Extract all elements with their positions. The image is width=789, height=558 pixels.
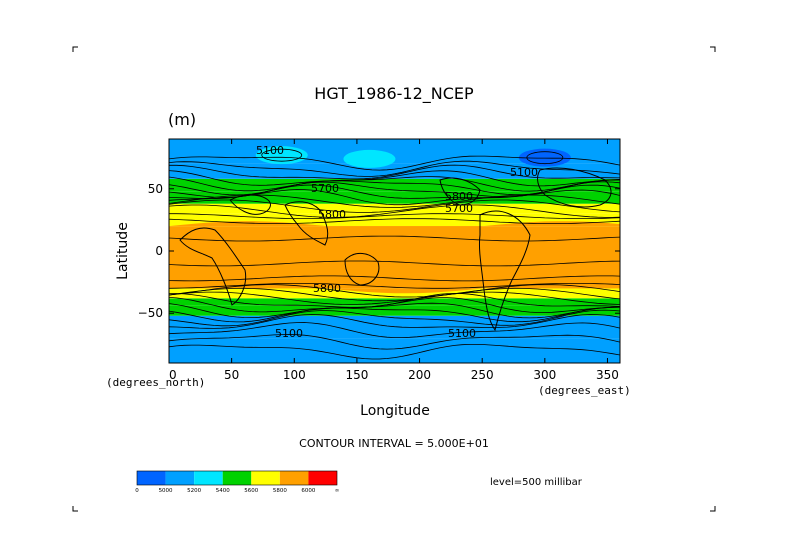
- x-tick-label: 300: [533, 368, 556, 382]
- contour-interval-text: CONTOUR INTERVAL = 5.000E+01: [299, 437, 489, 450]
- colorbar-swatch: [279, 471, 309, 485]
- units-label: (m): [168, 110, 196, 129]
- level-text: level=500 millibar: [490, 477, 583, 488]
- y-units-label: (degrees_north): [106, 376, 205, 389]
- contour-label: 5700: [311, 182, 339, 195]
- contour-line: [169, 283, 620, 289]
- contour-line: [169, 322, 620, 338]
- colorbar-swatch: [165, 471, 195, 485]
- contour-line: [169, 297, 620, 313]
- chart-title: HGT_1986-12_NCEP: [314, 84, 474, 104]
- contour-line: [169, 189, 620, 206]
- x-tick-label: 150: [345, 368, 368, 382]
- lat-band: [169, 178, 620, 192]
- colorbar-swatch: [137, 471, 166, 485]
- x-tick-label: 200: [408, 368, 431, 382]
- contour-line: [169, 302, 620, 319]
- contour-label: 5100: [256, 144, 284, 157]
- latitude-bands: [169, 139, 620, 363]
- contour-line: [169, 160, 620, 177]
- lat-band: [169, 288, 620, 299]
- contour-label: 5800: [318, 208, 346, 221]
- x-axis-ticks: 0 50 100 150 200 250 300 350: [168, 139, 619, 382]
- contour-label: 5100: [275, 327, 303, 340]
- x-units-label: (degrees_east): [538, 384, 631, 397]
- contour-line: [169, 344, 620, 360]
- contour-label: 5800: [445, 190, 473, 203]
- contour-line: [169, 334, 620, 350]
- contour-line: [169, 199, 620, 213]
- corner-marks: [72, 46, 716, 512]
- contour-line: [169, 155, 620, 171]
- lat-band: [169, 203, 620, 214]
- contour-line: [169, 235, 620, 242]
- contour-label: 5100: [448, 327, 476, 340]
- y-axis-ticks: 50 0 −50: [138, 182, 620, 320]
- colorbar-label: 0: [135, 488, 139, 494]
- contour-line: [261, 148, 303, 162]
- contour-line: [169, 213, 620, 219]
- contour-line: [169, 275, 620, 282]
- contour-line: [169, 170, 620, 187]
- colorbar-swatch: [308, 471, 337, 485]
- colorbar-swatch: [251, 471, 280, 485]
- contour-line: [169, 218, 620, 224]
- contour-line: [169, 306, 620, 323]
- contour-lines: [169, 148, 620, 360]
- contour-label: 5800: [313, 282, 341, 295]
- colorbar-label: 5000: [159, 488, 173, 494]
- contour-line: [169, 314, 620, 329]
- x-tick-label: 50: [224, 368, 239, 382]
- contour-line: [169, 204, 620, 218]
- x-tick-label: 0: [169, 368, 177, 382]
- colorbar-swatch: [194, 471, 223, 485]
- y-tick-label: 50: [148, 182, 163, 196]
- x-tick-label: 100: [283, 368, 306, 382]
- band-edge: [169, 283, 620, 294]
- colorbar-label: 5600: [244, 488, 258, 494]
- colorbar-swatch: [222, 471, 252, 485]
- lat-band: [169, 298, 620, 306]
- contour-line: [169, 176, 620, 192]
- x-axis-label: Longitude: [360, 403, 430, 419]
- contour-line: [169, 291, 620, 305]
- colorbar-label: 5400: [216, 488, 230, 494]
- contour-line: [169, 260, 620, 267]
- contour-label: 5700: [445, 202, 473, 215]
- colorbar-label: 6000: [301, 488, 315, 494]
- x-tick-label: 350: [596, 368, 619, 382]
- x-tick-label: 250: [471, 368, 494, 382]
- colorbar-label: 5200: [187, 488, 201, 494]
- colorbar-label: ∞: [335, 488, 340, 494]
- contour-label: 5100: [510, 166, 538, 179]
- arctic-high-2: [343, 149, 396, 168]
- y-tick-label: −50: [138, 306, 163, 320]
- contour-line: [169, 194, 620, 208]
- y-tick-label: 0: [155, 244, 163, 258]
- colorbar: 0 5000 5200 5400 5600 5800 6000 ∞: [135, 470, 340, 494]
- contour-line: [169, 164, 620, 180]
- y-axis-label: Latitude: [115, 222, 131, 280]
- contour-line: [169, 287, 620, 302]
- contour-line: [169, 309, 620, 327]
- colorbar-label: 5800: [273, 488, 287, 494]
- lat-band: [169, 163, 620, 179]
- colorbar-frame: [136, 470, 338, 486]
- contour-line: [526, 151, 564, 165]
- contour-line: [169, 284, 620, 298]
- lat-band: [169, 305, 620, 316]
- lat-band: [169, 338, 620, 363]
